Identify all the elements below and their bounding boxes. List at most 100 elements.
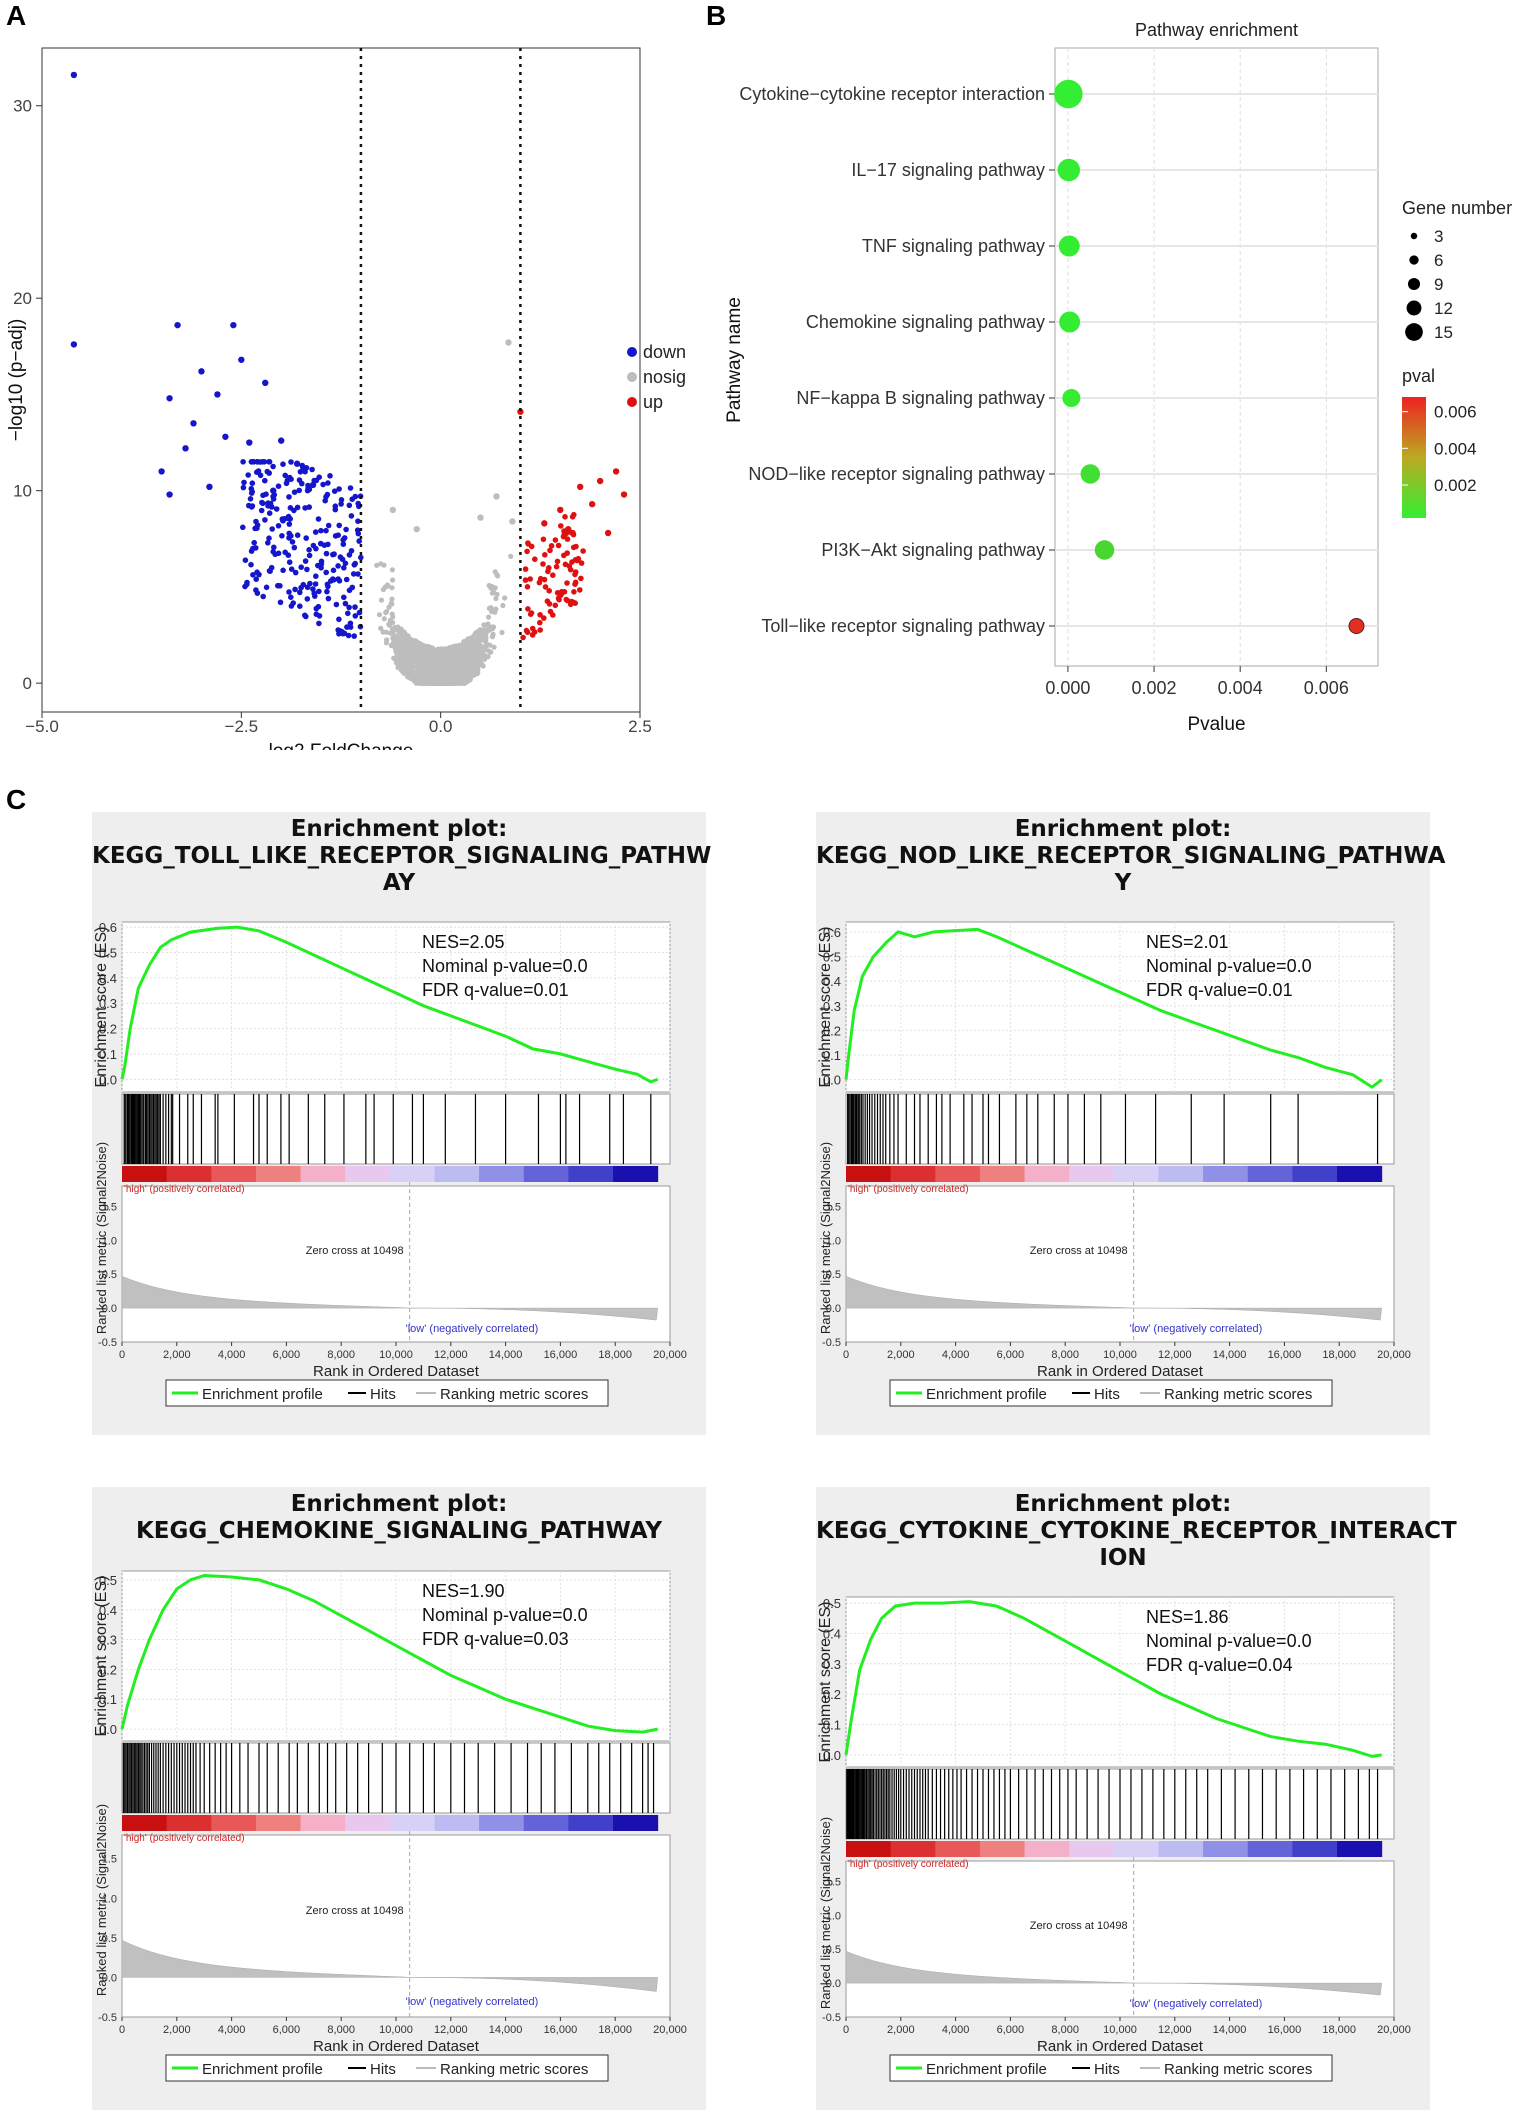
y-tick-label: 30 [13, 97, 32, 116]
down-point [346, 502, 353, 509]
down-point [240, 524, 246, 531]
rank-tick-label: 1.5 [102, 1201, 117, 1213]
high-label: 'high' (positively correlated) [124, 1184, 245, 1195]
nosig-point [404, 648, 410, 655]
low-label: 'low' (negatively correlated) [406, 1996, 539, 2008]
nosig-point [481, 622, 487, 628]
rank-color-band [1203, 1841, 1249, 1857]
down-point [271, 544, 277, 551]
down-point [289, 539, 296, 545]
nosig-point [452, 653, 458, 659]
rank-color-band [1247, 1166, 1293, 1182]
nosig-point [494, 572, 500, 578]
rank-color-band [568, 1166, 614, 1182]
down-point [248, 561, 254, 568]
down-point [325, 480, 331, 486]
es-tick-label: 0.4 [99, 971, 117, 986]
down-point [332, 503, 339, 510]
rank-color-band [1247, 1841, 1293, 1857]
down-point [355, 530, 362, 537]
down-point [322, 497, 329, 504]
color-legend-title: pval [1402, 366, 1435, 386]
down-point [254, 569, 260, 575]
es-tick-label: 0.4 [823, 1626, 841, 1641]
down-point [312, 581, 319, 587]
down-point [340, 537, 347, 543]
nosig-point [423, 650, 429, 657]
down-point [298, 564, 305, 570]
gsea-chart: 0.0 0.1 0.2 0.3 0.4 0.5 NES=1.86 Nominal p-valu… [817, 1596, 1411, 2082]
down-point [292, 586, 298, 593]
down-point [343, 526, 349, 533]
color-legend-label: 0.002 [1434, 476, 1477, 495]
x-tick-label: 14,000 [489, 2024, 523, 2036]
down-point [280, 461, 286, 468]
nosig-point [388, 600, 394, 606]
gsea-stat: FDR q-value=0.01 [422, 980, 569, 1000]
y-axis-label: −log10 (p−adj) [6, 319, 27, 442]
legend-label-ranking: Ranking metric scores [1164, 1386, 1312, 1403]
rank-color-band [434, 1166, 480, 1182]
down-point [306, 552, 313, 559]
down-point [279, 533, 285, 539]
down-point [238, 356, 245, 363]
down-point [312, 529, 319, 535]
es-tick-label: 0.2 [823, 1687, 841, 1702]
down-point [348, 513, 355, 519]
rank-color-band [389, 1166, 435, 1182]
legend-swatch-up [627, 397, 637, 407]
x-tick-label: 20,000 [653, 1349, 687, 1361]
down-point [315, 516, 322, 522]
nosig-point [436, 661, 442, 668]
down-point [316, 588, 322, 595]
nosig-point [459, 672, 465, 678]
es-tick-label: 0.3 [823, 999, 841, 1014]
rank-color-band [479, 1815, 525, 1831]
down-point [174, 321, 181, 329]
down-point [327, 473, 333, 479]
rank-tick-label: 0.0 [826, 1303, 841, 1315]
gsea-plot-cytokine: Enrichment plot: KEGG_CYTOKINE_CYTOKINE_… [816, 1487, 1457, 2110]
rank-axis-label: Ranked list metric (Signal2Noise) [94, 1804, 109, 1996]
down-point [297, 589, 303, 596]
nosig-point [389, 585, 395, 591]
up-point [564, 536, 571, 542]
down-point [342, 560, 349, 567]
nosig-point [509, 518, 516, 525]
x-tick-label: 12,000 [1158, 1349, 1192, 1361]
panel-letter-c: C [6, 784, 27, 815]
nosig-point [374, 562, 380, 568]
up-point [545, 568, 551, 575]
nosig-point [462, 658, 468, 664]
pathway-label: Cytokine−cytokine receptor interaction [739, 84, 1045, 104]
rank-plot-frame [121, 1834, 671, 2018]
rank-color-band [1158, 1166, 1204, 1182]
down-point [270, 487, 277, 494]
nosig-point [390, 643, 396, 649]
down-point [280, 567, 286, 574]
x-tick-label: 2,000 [887, 1349, 915, 1361]
x-tick-label: 0 [843, 1349, 849, 1361]
down-point [266, 459, 272, 465]
plot-frame [41, 47, 641, 713]
up-point [557, 506, 564, 514]
up-point [577, 587, 583, 593]
nosig-point [464, 678, 470, 684]
pathway-dot [1094, 540, 1115, 560]
down-point [300, 581, 307, 588]
size-legend-dot [1409, 255, 1419, 265]
x-axis-label: Rank in Ordered Dataset [1037, 1363, 1204, 1380]
x-tick-label: 20,000 [653, 2024, 687, 2036]
pathway-dot [1059, 311, 1081, 333]
nosig-point [413, 655, 419, 661]
down-point [250, 545, 256, 552]
down-point [261, 459, 268, 465]
down-point [342, 600, 349, 607]
hits-frame [845, 1093, 1395, 1165]
x-tick-label: 12,000 [1158, 2024, 1192, 2036]
x-tick-label: 18,000 [598, 2024, 632, 2036]
color-legend-bar [1402, 397, 1426, 518]
down-point [70, 71, 78, 79]
x-tick-label: 6,000 [997, 2024, 1025, 2036]
nosig-point [395, 639, 401, 645]
